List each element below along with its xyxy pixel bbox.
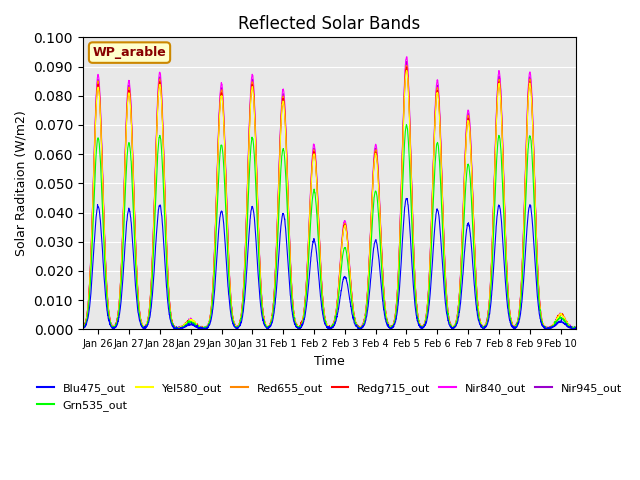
- Redg715_out: [572, 326, 580, 332]
- Grn535_out: [571, 326, 579, 332]
- Blu475_out: [566, 325, 573, 331]
- Yel580_out: [235, 323, 243, 329]
- Text: WP_arable: WP_arable: [93, 46, 166, 59]
- Grn535_out: [506, 310, 513, 316]
- Redg715_out: [403, 64, 410, 70]
- Blu475_out: [506, 316, 513, 322]
- Redg715_out: [235, 323, 243, 328]
- Red655_out: [572, 325, 580, 331]
- Blu475_out: [358, 324, 366, 329]
- X-axis label: Time: Time: [314, 355, 345, 368]
- Redg715_out: [506, 309, 513, 315]
- Y-axis label: Solar Raditaion (W/m2): Solar Raditaion (W/m2): [15, 110, 28, 256]
- Yel580_out: [358, 323, 366, 329]
- Yel580_out: [565, 324, 573, 329]
- Redg715_out: [79, 324, 86, 330]
- Line: Grn535_out: Grn535_out: [83, 125, 576, 329]
- Title: Reflected Solar Bands: Reflected Solar Bands: [238, 15, 420, 33]
- Line: Red655_out: Red655_out: [83, 65, 576, 329]
- Legend: Blu475_out, Grn535_out, Yel580_out, Red655_out, Redg715_out, Nir840_out, Nir945_: Blu475_out, Grn535_out, Yel580_out, Red6…: [33, 379, 627, 415]
- Red655_out: [566, 324, 573, 329]
- Nir840_out: [235, 322, 243, 328]
- Blu475_out: [403, 195, 410, 201]
- Blu475_out: [477, 324, 485, 330]
- Redg715_out: [566, 323, 573, 328]
- Nir945_out: [359, 322, 367, 328]
- Nir945_out: [235, 323, 243, 329]
- Nir945_out: [79, 324, 86, 329]
- Line: Blu475_out: Blu475_out: [83, 198, 576, 329]
- Nir840_out: [506, 308, 513, 313]
- Red655_out: [128, 135, 136, 141]
- Nir840_out: [403, 54, 411, 60]
- Yel580_out: [477, 323, 485, 329]
- Nir945_out: [572, 325, 580, 331]
- Line: Nir945_out: Nir945_out: [83, 61, 576, 329]
- Nir840_out: [128, 128, 136, 133]
- Grn535_out: [477, 323, 485, 328]
- Nir945_out: [403, 59, 410, 64]
- Blu475_out: [543, 326, 550, 332]
- Nir945_out: [478, 323, 486, 328]
- Nir945_out: [172, 326, 180, 332]
- Blu475_out: [572, 325, 580, 331]
- Redg715_out: [359, 323, 367, 329]
- Nir945_out: [506, 309, 513, 314]
- Yel580_out: [506, 307, 513, 312]
- Grn535_out: [565, 323, 573, 329]
- Grn535_out: [572, 324, 580, 330]
- Redg715_out: [478, 324, 486, 329]
- Grn535_out: [79, 325, 86, 331]
- Nir840_out: [566, 324, 573, 329]
- Line: Yel580_out: Yel580_out: [83, 71, 576, 329]
- Yel580_out: [79, 324, 86, 330]
- Grn535_out: [403, 122, 410, 128]
- Nir945_out: [128, 132, 136, 138]
- Red655_out: [358, 323, 366, 329]
- Blu475_out: [128, 232, 136, 238]
- Grn535_out: [358, 324, 366, 329]
- Line: Nir840_out: Nir840_out: [83, 57, 576, 329]
- Yel580_out: [128, 138, 136, 144]
- Red655_out: [79, 325, 86, 331]
- Yel580_out: [572, 326, 579, 332]
- Grn535_out: [235, 324, 243, 330]
- Grn535_out: [128, 178, 136, 183]
- Nir840_out: [359, 322, 367, 328]
- Red655_out: [542, 326, 550, 332]
- Line: Redg715_out: Redg715_out: [83, 67, 576, 329]
- Yel580_out: [403, 68, 410, 73]
- Red655_out: [477, 323, 485, 328]
- Nir840_out: [572, 326, 580, 332]
- Nir945_out: [566, 324, 573, 329]
- Red655_out: [403, 62, 410, 68]
- Redg715_out: [128, 136, 136, 142]
- Blu475_out: [235, 324, 243, 330]
- Redg715_out: [172, 326, 179, 332]
- Red655_out: [235, 324, 243, 329]
- Yel580_out: [572, 325, 580, 331]
- Nir840_out: [478, 323, 486, 329]
- Blu475_out: [79, 326, 86, 332]
- Nir840_out: [201, 326, 209, 332]
- Red655_out: [506, 307, 513, 312]
- Nir840_out: [79, 325, 86, 331]
